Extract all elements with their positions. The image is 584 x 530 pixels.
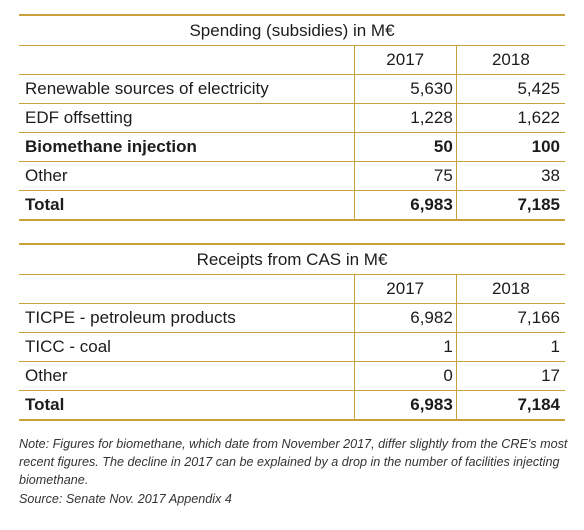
value-2017: 50 [353,132,457,162]
spending-table-title: Spending (subsidies) in M€ [19,14,565,46]
total-row: Total 6,983 7,184 [19,390,565,421]
value-2017: 1 [353,332,457,362]
value-2018: 17 [455,361,565,391]
value-2018: 1,622 [455,103,565,133]
row-label: Other [19,161,355,191]
value-2018: 7,184 [455,390,565,421]
table-row: TICC - coal 1 1 [19,332,565,362]
value-2017: 1,228 [353,103,457,133]
header-blank [19,274,355,304]
header-blank [19,45,355,75]
receipts-header-row: 2017 2018 [19,274,565,304]
row-label: EDF offsetting [19,103,355,133]
value-2017: 5,630 [353,74,457,104]
value-2017: 6,983 [353,190,457,221]
row-label: Other [19,361,355,391]
table-row: Other 75 38 [19,161,565,191]
row-label: Total [19,190,355,221]
row-label: TICC - coal [19,332,355,362]
receipts-table-title: Receipts from CAS in M€ [19,243,565,275]
spending-table: Spending (subsidies) in M€ 2017 2018 Ren… [19,14,565,221]
value-2017: 0 [353,361,457,391]
row-label: TICPE - petroleum products [19,303,355,333]
row-label: Biomethane injection [19,132,355,162]
table-row: EDF offsetting 1,228 1,622 [19,103,565,133]
value-2018: 5,425 [455,74,565,104]
table-note: Note: Figures for biomethane, which date… [19,437,568,487]
value-2018: 1 [455,332,565,362]
value-2017: 75 [353,161,457,191]
spending-header-row: 2017 2018 [19,45,565,75]
source-line: Source: Senate Nov. 2017 Appendix 4 [19,492,232,506]
table-row: Other 0 17 [19,361,565,391]
table-row: TICPE - petroleum products 6,982 7,166 [19,303,565,333]
value-2018: 7,185 [455,190,565,221]
value-2017: 6,983 [353,390,457,421]
table-row: Renewable sources of electricity 5,630 5… [19,74,565,104]
value-2018: 38 [455,161,565,191]
value-2018: 7,166 [455,303,565,333]
row-label: Total [19,390,355,421]
table-row-highlighted: Biomethane injection 50 100 [19,132,565,162]
value-2017: 6,982 [353,303,457,333]
total-row: Total 6,983 7,185 [19,190,565,221]
year-header-2018: 2018 [455,45,565,75]
receipts-table: Receipts from CAS in M€ 2017 2018 TICPE … [19,243,565,421]
year-header-2017: 2017 [353,45,457,75]
year-header-2018: 2018 [455,274,565,304]
value-2018: 100 [455,132,565,162]
year-header-2017: 2017 [353,274,457,304]
row-label: Renewable sources of electricity [19,74,355,104]
